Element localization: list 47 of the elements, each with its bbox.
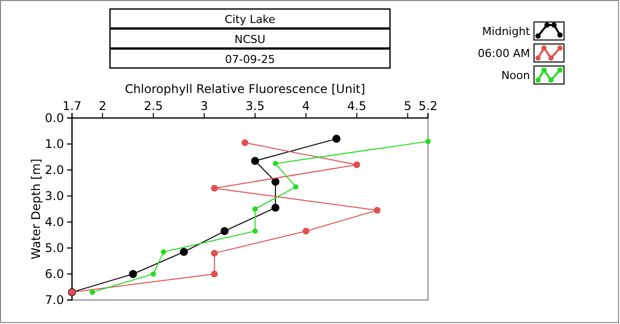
x-tick-label: 4 [302, 99, 310, 113]
point [211, 250, 218, 257]
y-tick-label: 6.0 [44, 266, 64, 281]
y-tick-label: 2.0 [44, 162, 64, 177]
point [160, 249, 166, 255]
x-tick-label: 2.5 [144, 99, 163, 113]
point [271, 204, 280, 212]
point [220, 227, 229, 236]
point [90, 290, 95, 295]
chart-title: City Lake [224, 13, 276, 26]
point [211, 270, 218, 278]
point [251, 156, 260, 165]
point [374, 206, 381, 214]
point [271, 178, 280, 186]
x-axis-title: Chlorophyll Relative Fluorescence [Unit] [124, 82, 366, 96]
point [242, 139, 248, 146]
point [180, 248, 188, 256]
point [211, 184, 218, 192]
point [129, 270, 138, 278]
legend-label: Midnight [482, 25, 531, 38]
y-tick-label: 4.0 [44, 214, 64, 229]
x-tick-label: 3 [200, 99, 208, 113]
chart-subtitle: NCSU [234, 33, 266, 46]
x-tick-label: 4.5 [347, 99, 366, 113]
y-tick-label: 5.0 [44, 240, 64, 255]
point [353, 161, 360, 168]
legend-label: Noon [501, 69, 530, 82]
y-tick-label: 0.0 [44, 110, 64, 125]
x-tick-label: 5.2 [418, 99, 438, 113]
point [252, 228, 258, 234]
x-tick-label: 1.7 [62, 99, 82, 113]
x-tick-label: 5 [404, 99, 412, 113]
point [150, 271, 156, 277]
point [425, 138, 431, 144]
point [252, 206, 258, 212]
point [302, 228, 310, 234]
text: 07-09-25 [225, 53, 275, 66]
x-tick-label: 2 [98, 99, 106, 113]
point [272, 160, 278, 166]
point [293, 184, 298, 190]
y-axis-title: Water Depth [m] [29, 158, 43, 260]
y-tick-label: 7.0 [44, 292, 64, 307]
y-tick-label: 3.0 [44, 188, 64, 203]
point [332, 134, 340, 143]
legend-label: 06:00 AM [478, 47, 530, 60]
y-tick-label: 1.0 [44, 136, 64, 151]
x-tick-label: 3.5 [246, 99, 265, 113]
